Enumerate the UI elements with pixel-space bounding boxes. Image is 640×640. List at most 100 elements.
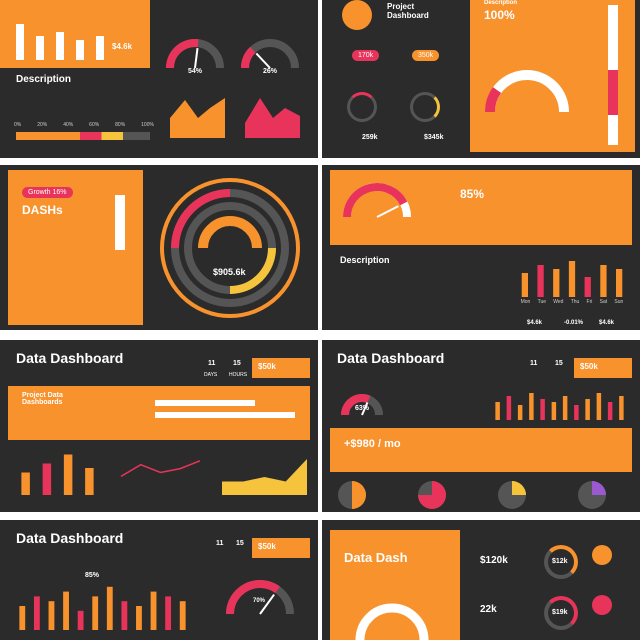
bar [529,393,534,420]
hours: 15 [233,360,241,367]
percent: 63% [355,405,370,412]
hours: 15 [555,360,563,367]
tick-label: 100% [141,122,154,128]
slide: Project Dashboard 170k 350k 259k $345k 1… [322,0,640,158]
stat: -0.01% [564,320,584,326]
gauge [241,39,299,69]
bar [150,591,157,630]
gauge-needle [259,593,275,615]
slide: Data Dashboard 11 15 $50k 85% 70% [0,520,318,640]
bar-chart [21,454,94,495]
progress [16,132,150,140]
icon [592,545,612,565]
bar [607,402,613,420]
bar [136,606,142,630]
slide: Data Dashboard 11 15 $50k 63% +$980 / mo [322,340,640,512]
bar [521,273,528,297]
area [245,98,300,138]
gauge-value [343,183,408,218]
gauge-needle [255,52,271,69]
gauge-needle [361,402,369,416]
bar [553,269,560,297]
price: $50k [258,542,276,551]
gauge-label: 26% [263,68,278,75]
bar-chart [521,261,623,297]
tick-label: 0% [14,122,22,128]
pies [338,481,606,509]
gauge-value [241,46,256,69]
bar [165,596,172,630]
rings [160,178,300,318]
bar [608,5,618,145]
title: Project Dashboard [387,2,429,20]
gauge [226,580,294,615]
ring [410,92,440,122]
heading: Description [340,255,390,265]
bar [96,36,104,60]
icon [592,595,612,615]
bar [42,463,52,495]
bar [551,402,557,420]
bar [584,277,591,297]
panel [330,170,632,245]
gauge [341,394,383,416]
bar-chart [16,24,104,60]
price: $50k [258,362,276,371]
tick-label: Thu [570,299,580,305]
bar [33,596,40,630]
area [222,459,307,495]
label: HOURS [229,372,248,378]
bar [517,405,523,420]
heading: Description [16,74,72,85]
tick-label: Fri [586,299,593,305]
bar [537,265,544,297]
gauge-needle [376,205,399,218]
percent: 85% [460,187,485,201]
gauge [355,603,429,640]
panel [252,358,310,378]
tick-label: Wed [553,299,564,305]
panel [0,0,150,68]
slide: $4.6k Description 0% 20% 40% 60% 80% 100% 54%… [0,0,318,158]
bar [16,24,24,60]
days: 11 [208,360,216,367]
panel [574,358,632,378]
area-chart [222,459,307,495]
bar [179,601,186,630]
slide: Data Dashboard 11 DAYS 15 HOURS $50k Pro… [0,340,318,512]
amount: +$980 / mo [344,438,401,450]
label: Description [484,0,518,6]
bar [574,405,579,420]
bar [19,606,26,630]
band [330,428,632,472]
bar [585,399,590,420]
line-chart [120,460,201,478]
pill: 170k [352,50,380,61]
gauge [343,183,411,218]
slide: Data Dash $120k 22k $12k $19k [322,520,640,640]
gauge-value [226,580,280,615]
bar [63,454,73,495]
pill: Growth 16% [22,187,73,198]
slide: Growth 16% DASHs $905.6k [0,165,318,330]
slide: 85% Description $4.6k -0.01% $4.6k Mon Tu… [322,165,640,330]
bar [495,402,500,420]
percent: 70% [253,598,266,604]
gauge [484,70,569,113]
ring [347,92,377,122]
tick-label: 20% [37,122,48,128]
tick-label: Tue [537,299,547,305]
bar [56,32,64,60]
tick-label: 80% [115,122,126,128]
tick-label: Mon [520,299,531,305]
bar [121,601,128,630]
days: 11 [216,540,224,547]
bar [36,36,44,60]
bar [155,412,295,418]
label: DAYS [204,372,218,378]
percent: 85% [85,572,100,579]
bar [155,400,255,406]
tick-label: Sun [614,299,624,305]
bar [115,195,125,250]
